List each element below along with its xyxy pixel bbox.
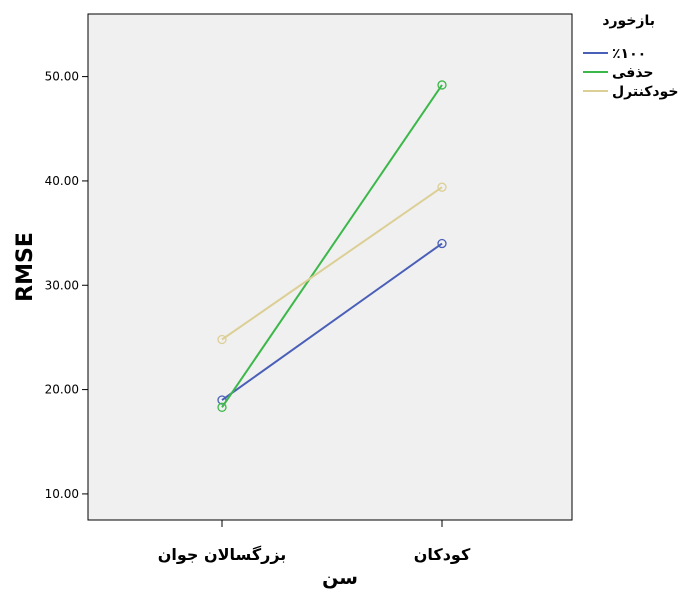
- data-point: [437, 238, 447, 249]
- legend-label: خودکنترل: [612, 84, 678, 100]
- y-tick-label: 10.00: [45, 487, 79, 501]
- x-axis: بزرگسالان جوان کودکان: [158, 520, 471, 564]
- legend: بازخورد ٪۱۰۰ حذفی خودکنترل: [583, 13, 678, 100]
- y-tick-label: 40.00: [45, 174, 79, 188]
- y-tick-label: 50.00: [45, 70, 79, 84]
- data-point: [437, 182, 447, 192]
- series-line: [221, 242, 443, 401]
- x-tick-label: بزرگسالان جوان: [158, 545, 287, 564]
- plot-area: [87, 13, 573, 521]
- series-line: [221, 186, 443, 341]
- y-tick-label: 20.00: [45, 383, 79, 397]
- y-tick-label: 30.00: [45, 278, 79, 292]
- series-layer: [217, 80, 447, 412]
- data-point: [437, 80, 447, 90]
- legend-label: ٪۱۰۰: [612, 46, 646, 62]
- series: [217, 80, 447, 412]
- y-axis-title: RMSE: [13, 232, 38, 302]
- legend-title: بازخورد: [602, 13, 655, 29]
- x-tick-label: کودکان: [414, 545, 471, 564]
- data-point: [217, 334, 227, 345]
- data-point: [217, 402, 227, 412]
- x-axis-title: سن: [322, 567, 358, 589]
- series-line: [221, 84, 443, 408]
- y-axis: 10.00 20.00 30.00 40.00 50.00: [45, 70, 88, 501]
- series: [217, 182, 447, 345]
- legend-label: حذفی: [612, 65, 654, 81]
